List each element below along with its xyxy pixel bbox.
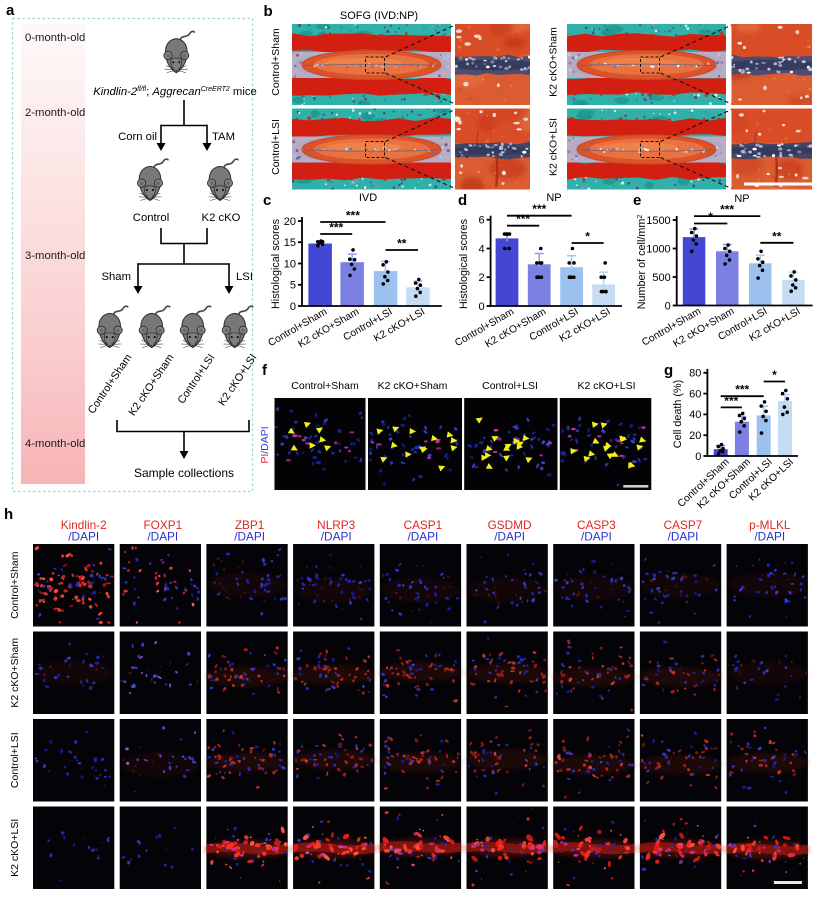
svg-text:FOXP1: FOXP1 — [143, 518, 182, 532]
svg-text:1000: 1000 — [646, 243, 670, 255]
svg-text:/DAPI: /DAPI — [581, 530, 612, 544]
svg-text:c: c — [263, 192, 271, 209]
svg-text:10: 10 — [284, 258, 296, 270]
svg-text:K2 cKO: K2 cKO — [202, 212, 241, 224]
svg-text:K2 cKO+Sham: K2 cKO+Sham — [9, 638, 21, 708]
svg-text:e: e — [633, 192, 641, 209]
svg-text:4: 4 — [478, 243, 484, 255]
svg-text:Kindlin-2: Kindlin-2 — [61, 518, 107, 532]
svg-text:/DAPI: /DAPI — [754, 530, 785, 544]
svg-text:60: 60 — [689, 388, 701, 400]
svg-text:Control+LSI: Control+LSI — [9, 732, 21, 788]
svg-text:GSDMD: GSDMD — [488, 518, 532, 532]
svg-text:CASP7: CASP7 — [664, 518, 703, 532]
svg-text:***: *** — [346, 209, 360, 223]
svg-text:b: b — [264, 3, 273, 20]
svg-text:p-MLKL: p-MLKL — [749, 518, 791, 532]
svg-text:IVD: IVD — [359, 192, 377, 204]
svg-text:h: h — [4, 506, 13, 523]
svg-text:/DAPI: /DAPI — [68, 530, 99, 544]
svg-text:/DAPI: /DAPI — [234, 530, 265, 544]
svg-text:20: 20 — [689, 430, 701, 442]
svg-text:Control+LSI: Control+LSI — [482, 380, 538, 392]
svg-text:a: a — [6, 2, 15, 19]
svg-text:K2 cKO+LSI: K2 cKO+LSI — [9, 819, 21, 877]
svg-text:15: 15 — [284, 237, 296, 249]
svg-text:***: *** — [329, 221, 343, 235]
svg-text:0: 0 — [695, 451, 701, 463]
svg-text:d: d — [458, 192, 467, 209]
svg-text:5: 5 — [290, 280, 296, 292]
svg-text:***: *** — [516, 212, 530, 226]
svg-text:80: 80 — [689, 368, 701, 380]
svg-text:/DAPI: /DAPI — [321, 530, 352, 544]
svg-text:Control: Control — [133, 212, 169, 224]
svg-text:*: * — [585, 230, 590, 244]
svg-text:4-month-old: 4-month-old — [25, 438, 85, 450]
svg-text:K2 cKO+LSI: K2 cKO+LSI — [577, 380, 635, 392]
svg-text:0-month-old: 0-month-old — [25, 32, 85, 44]
svg-text:Control+Sham: Control+Sham — [291, 380, 359, 392]
svg-text:Histological scores: Histological scores — [270, 218, 282, 309]
svg-text:K2 cKO+Sham: K2 cKO+Sham — [378, 380, 448, 392]
svg-text:***: *** — [735, 383, 749, 397]
svg-text:Corn oil: Corn oil — [118, 131, 157, 143]
svg-text:**: ** — [772, 229, 782, 243]
svg-text:6: 6 — [478, 215, 484, 227]
svg-text:Sample collections: Sample collections — [134, 466, 234, 480]
svg-text:Control+Sham: Control+Sham — [270, 28, 282, 96]
svg-text:1500: 1500 — [646, 215, 670, 227]
svg-text:PI/DAPI: PI/DAPI — [259, 426, 271, 463]
svg-text:NP: NP — [734, 193, 749, 205]
svg-text:0: 0 — [665, 300, 671, 312]
svg-text:***: *** — [532, 202, 546, 216]
svg-text:NLRP3: NLRP3 — [317, 518, 355, 532]
svg-text:Sham: Sham — [101, 271, 131, 283]
svg-text:*: * — [772, 368, 777, 382]
svg-text:40: 40 — [689, 409, 701, 421]
svg-text:***: *** — [724, 394, 738, 408]
svg-text:K2 cKO+Sham: K2 cKO+Sham — [548, 27, 560, 97]
svg-text:Control+Sham: Control+Sham — [9, 551, 21, 619]
svg-text:Control+LSI: Control+LSI — [270, 119, 282, 175]
svg-text:Histological scores: Histological scores — [458, 218, 470, 309]
svg-text:CASP1: CASP1 — [404, 518, 443, 532]
svg-text:/DAPI: /DAPI — [668, 530, 699, 544]
svg-text:CASP3: CASP3 — [577, 518, 616, 532]
svg-text:/DAPI: /DAPI — [494, 530, 525, 544]
svg-text:3-month-old: 3-month-old — [25, 250, 85, 262]
svg-text:500: 500 — [652, 272, 670, 284]
svg-text:2: 2 — [478, 272, 484, 284]
svg-text:20: 20 — [284, 216, 296, 228]
svg-text:SOFG (IVD:NP): SOFG (IVD:NP) — [340, 10, 418, 22]
svg-text:Number of cell/mm2: Number of cell/mm2 — [636, 215, 648, 310]
svg-text:2-month-old: 2-month-old — [25, 107, 85, 119]
svg-text:**: ** — [397, 237, 407, 251]
svg-text:/DAPI: /DAPI — [147, 530, 178, 544]
svg-text:ZBP1: ZBP1 — [235, 518, 265, 532]
svg-text:/DAPI: /DAPI — [407, 530, 438, 544]
svg-text:f: f — [262, 362, 268, 379]
svg-text:K2 cKO+LSI: K2 cKO+LSI — [548, 118, 560, 176]
svg-text:0: 0 — [478, 301, 484, 313]
svg-text:g: g — [664, 362, 673, 379]
svg-text:Kindlin-2fl/fl; AggrecanCreERT: Kindlin-2fl/fl; AggrecanCreERT2 mice — [93, 86, 257, 98]
svg-text:***: *** — [720, 203, 734, 217]
svg-text:0: 0 — [290, 301, 296, 313]
svg-text:Cell death (%): Cell death (%) — [672, 380, 684, 448]
svg-text:TAM: TAM — [212, 131, 235, 143]
svg-text:NP: NP — [546, 192, 561, 204]
svg-text:LSI: LSI — [236, 271, 253, 283]
